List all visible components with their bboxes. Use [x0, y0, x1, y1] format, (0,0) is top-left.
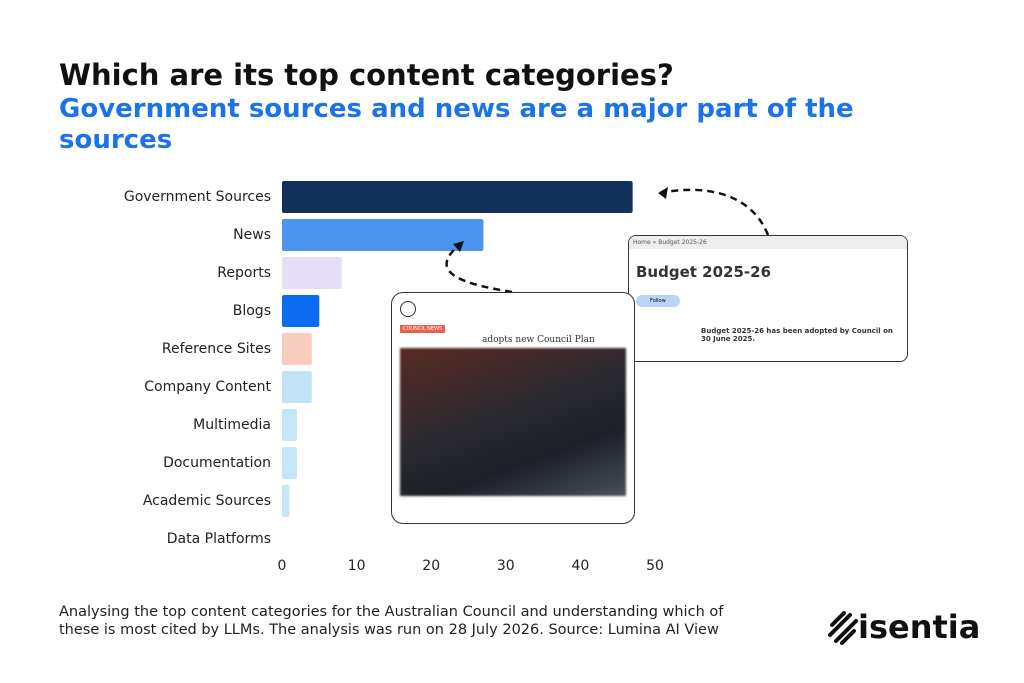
bar [282, 181, 633, 213]
news-card: COUNCIL NEWS adopts new Council Plan [391, 292, 635, 524]
x-tick-label: 20 [422, 558, 440, 574]
x-tick-label: 40 [571, 558, 589, 574]
arrow [445, 245, 513, 294]
y-tick-label: Blogs [233, 303, 271, 319]
logo-icon [828, 611, 858, 645]
y-tick-label: Multimedia [193, 417, 271, 433]
title: Which are its top content categories? [59, 58, 674, 92]
x-tick-label: 10 [348, 558, 366, 574]
bar [282, 371, 312, 403]
arrow-head [453, 241, 464, 252]
bar [282, 447, 297, 479]
icon [400, 301, 416, 317]
x-tick-label: 0 [278, 558, 287, 574]
bar [282, 295, 320, 327]
y-tick-label: News [233, 227, 271, 243]
bar [282, 257, 342, 289]
bar [282, 219, 484, 251]
headline: adopts new Council Plan [482, 335, 595, 345]
y-tick-label: Company Content [144, 379, 271, 395]
bar [282, 409, 297, 441]
caption: Analysing the top content categories for… [59, 604, 724, 638]
arrow-head [658, 187, 668, 199]
x-tick-label: 50 [646, 558, 664, 574]
y-tick-label: Academic Sources [143, 493, 271, 509]
follow-button: Follow [636, 295, 680, 307]
logo: isentia [858, 608, 980, 646]
logo-text: isentia [858, 608, 981, 646]
bar [282, 333, 312, 365]
y-tick-label: Reference Sites [162, 341, 271, 357]
arrow [659, 188, 770, 236]
bar [282, 485, 290, 517]
photo [400, 348, 626, 496]
badge: COUNCIL NEWS [400, 325, 446, 333]
text: Budget 2025-26 has been adopted by Counc… [701, 327, 893, 343]
y-tick-label: Data Platforms [167, 531, 271, 547]
subtitle: Government sources and news are a major … [59, 94, 854, 155]
y-tick-label: Documentation [163, 455, 271, 471]
x-tick-label: 30 [497, 558, 515, 574]
breadcrumb: Home » Budget 2025-26 [629, 236, 907, 249]
y-tick-label: Government Sources [124, 189, 271, 205]
budget-card: Home » Budget 2025-26 Budget 2025-26 Fol… [628, 235, 908, 362]
y-tick-label: Reports [217, 265, 271, 281]
heading: Budget 2025-26 [636, 263, 771, 281]
